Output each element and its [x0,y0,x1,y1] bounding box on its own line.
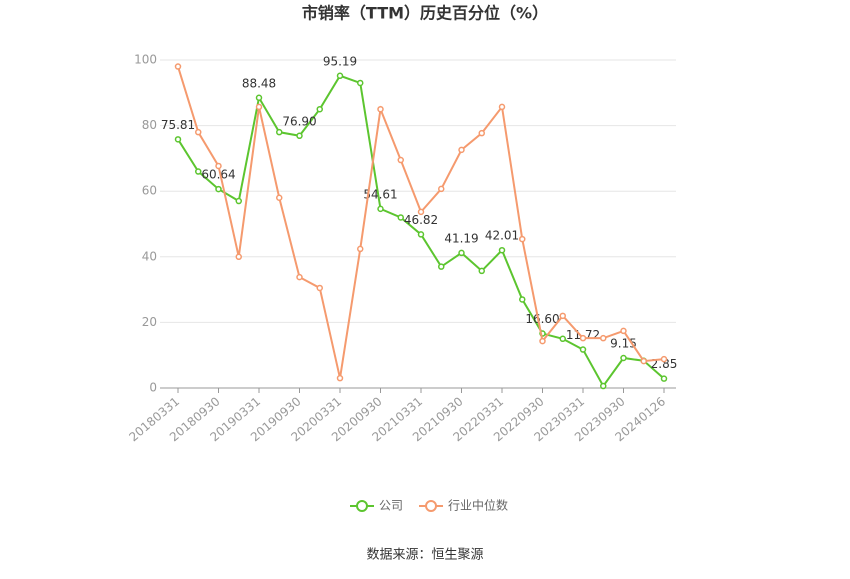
point [417,231,425,238]
y-tick-label: 80 [142,118,157,132]
point [620,327,627,335]
point [498,103,506,111]
point [660,355,668,363]
point [559,312,566,320]
point [397,214,404,221]
point [519,296,526,303]
point [478,267,485,275]
point [579,346,587,353]
point [235,253,242,261]
data-label: 41.19 [444,231,478,245]
y-tick-label: 60 [142,184,157,198]
data-label: 46.82 [404,213,438,227]
point [600,382,607,390]
point [235,197,242,205]
source: 数据来源：恒生聚源 [366,548,483,563]
y-tick-label: 20 [142,315,157,329]
point [296,132,303,140]
point [174,136,182,143]
point [336,374,344,382]
point [458,249,465,257]
point [296,273,303,281]
legend-marker [356,500,368,512]
point [478,129,485,137]
y-tick-label: 40 [142,249,157,263]
point [276,128,283,136]
data-label: 60.64 [201,168,235,182]
point [336,72,344,80]
point [620,354,627,362]
data-label: 95.19 [323,54,357,68]
point [458,146,465,154]
legend-label: 公司 [379,499,403,513]
data-label: 16.60 [525,312,559,326]
point [215,185,222,193]
y-tick-label: 100 [134,53,157,67]
point [397,156,404,164]
point [539,337,546,345]
point [579,334,587,342]
legend-marker [425,500,438,512]
point [559,335,566,343]
data-label: 88.48 [242,76,276,90]
chart-title: 市销率（TTM）历史百分位（%） [302,4,548,23]
point [640,357,647,365]
data-label: 75.81 [161,118,195,132]
point [519,235,526,243]
point [255,103,263,111]
point [276,194,283,202]
point [195,168,202,175]
point [357,245,364,253]
point [600,334,607,342]
point [377,205,384,213]
legend-label: 行业中位数 [448,498,508,513]
data-label: 76.90 [282,114,316,128]
point [498,246,506,254]
point [316,105,323,113]
data-label: 54.61 [363,187,397,201]
point [438,263,445,270]
point [438,185,445,193]
point [255,94,263,102]
point [195,128,202,136]
point [174,63,182,70]
point [316,284,323,292]
point [215,162,222,170]
point [660,375,668,382]
point [417,208,425,216]
y-tick-label: 0 [149,381,157,395]
point [357,79,364,87]
point [377,105,384,113]
data-label: 42.01 [485,229,519,243]
